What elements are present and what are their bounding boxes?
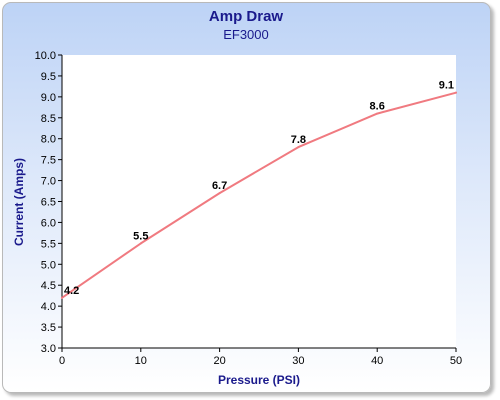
- data-point: [455, 91, 457, 94]
- data-label: 8.6: [370, 101, 385, 113]
- y-tick-label: 7.0: [41, 176, 56, 188]
- x-tick-label: 30: [292, 355, 304, 367]
- y-axis-title: Current (Amps): [12, 158, 26, 246]
- y-axis-ticks: 3.0 3.5 4.0 4.5 5.0 5.5 6.0 6.5 7.0 7.5 8.0 8.5 9.0 9…: [35, 50, 62, 355]
- data-point: [139, 242, 142, 245]
- x-axis-ticks: 0 10 20 30 40 50: [59, 348, 462, 367]
- x-axis-title: Pressure (PSI): [218, 373, 300, 387]
- data-point: [297, 146, 300, 149]
- data-label-layer: 4.2 5.5 6.7 7.8 8.6 9.1: [64, 80, 454, 297]
- x-tick-label: 40: [371, 355, 383, 367]
- x-tick-label: 0: [59, 355, 65, 367]
- chart-title: Amp Draw: [209, 8, 284, 25]
- plot-area: [62, 55, 456, 348]
- data-label: 4.2: [64, 285, 79, 297]
- series-line: [61, 91, 457, 299]
- y-tick-label: 9.0: [41, 92, 56, 104]
- y-tick-label: 8.5: [41, 113, 56, 125]
- data-label: 7.8: [291, 134, 306, 146]
- y-tick-label: 6.0: [41, 217, 56, 229]
- y-tick-label: 5.0: [41, 259, 56, 271]
- y-tick-label: 9.5: [41, 71, 56, 83]
- x-tick-label: 10: [135, 355, 147, 367]
- data-label: 5.5: [133, 230, 148, 242]
- data-label: 9.1: [439, 80, 454, 92]
- y-tick-label: 4.0: [41, 301, 56, 313]
- y-tick-label: 3.0: [41, 343, 56, 355]
- chart-subtitle: EF3000: [223, 27, 269, 42]
- data-point: [376, 112, 379, 115]
- data-label: 6.7: [212, 180, 227, 192]
- y-tick-label: 3.5: [41, 322, 56, 334]
- series-layer: [61, 91, 457, 299]
- x-tick-label: 50: [450, 355, 462, 367]
- x-tick-label: 20: [213, 355, 225, 367]
- y-tick-label: 5.5: [41, 238, 56, 250]
- data-point: [61, 296, 63, 299]
- data-point: [218, 192, 221, 195]
- y-tick-label: 8.0: [41, 134, 56, 146]
- y-tick-label: 6.5: [41, 197, 56, 209]
- y-tick-label: 4.5: [41, 280, 56, 292]
- y-tick-label: 10.0: [35, 50, 56, 62]
- y-tick-label: 7.5: [41, 155, 56, 167]
